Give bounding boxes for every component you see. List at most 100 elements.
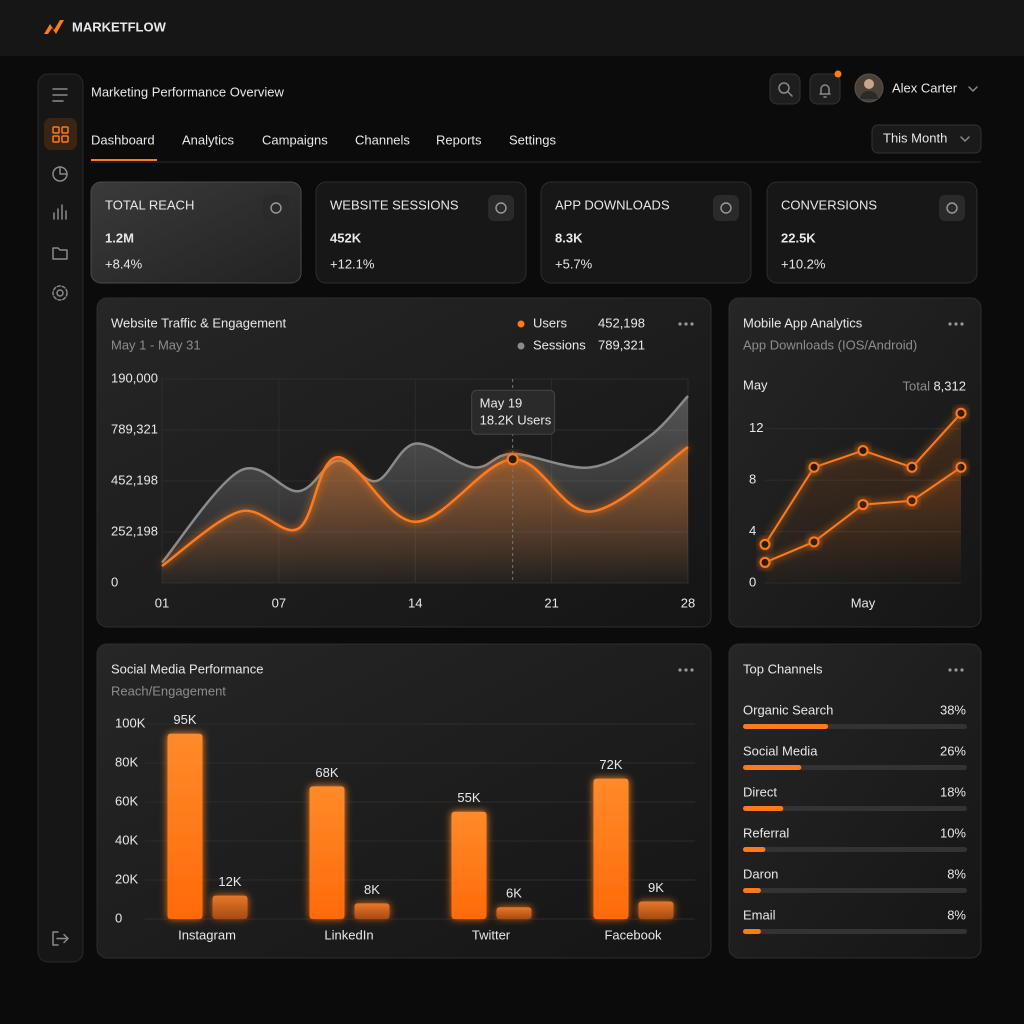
logo <box>44 20 64 34</box>
bar <box>743 847 766 852</box>
value-label: 18% <box>940 784 966 799</box>
legend-total: 789,321 <box>598 337 645 352</box>
legend-total: 452,198 <box>598 315 645 330</box>
y-tick-label: 40K <box>115 832 138 847</box>
sidebar <box>37 73 84 963</box>
traffic-menu[interactable] <box>678 322 694 326</box>
kpi-icon-glyph <box>946 202 958 214</box>
value-label: 10% <box>940 825 966 840</box>
menu-icon[interactable] <box>52 88 68 102</box>
settings-icon[interactable] <box>52 285 68 301</box>
kpi-value: 452K <box>330 230 362 245</box>
kpi-label: APP DOWNLOADS <box>555 197 670 212</box>
pie-icon[interactable] <box>52 166 68 182</box>
nav-tab[interactable]: Dashboard <box>91 132 155 147</box>
bell-icon[interactable] <box>819 84 831 98</box>
avatar-face <box>864 79 874 89</box>
kpi-icon-glyph <box>495 202 507 214</box>
notification-dot <box>834 70 842 78</box>
bar <box>309 786 345 919</box>
bar <box>638 901 674 919</box>
bar <box>743 765 802 770</box>
kpi-card <box>90 181 302 284</box>
x-tick-label: 01 <box>155 595 169 610</box>
value-label: 72K <box>599 757 622 772</box>
series-line <box>161 395 689 564</box>
kpi-icon-glyph <box>270 202 282 214</box>
x-tick-label: 21 <box>544 595 558 610</box>
value-label: 8K <box>364 882 380 897</box>
y-tick-label: 452,198 <box>111 472 158 487</box>
x-tick-label: Instagram <box>178 927 236 942</box>
value-label: 68K <box>315 765 338 780</box>
channel-name: Organic Search <box>743 702 833 717</box>
brand: MARKETFLOW <box>72 19 167 34</box>
search-button[interactable] <box>769 73 801 105</box>
value-label: 8% <box>947 866 966 881</box>
period-chevron[interactable] <box>960 136 970 142</box>
kpi-change: +12.1% <box>330 256 375 271</box>
value-label: 26% <box>940 743 966 758</box>
channel-name: Referral <box>743 825 789 840</box>
tooltip-title: May 19 <box>480 396 523 411</box>
bar <box>212 895 248 919</box>
total-value: 8,312 <box>933 378 966 393</box>
notifications-button[interactable] <box>809 73 841 105</box>
channel-name: Email <box>743 907 776 922</box>
series-area <box>162 447 688 583</box>
value-label: 38% <box>940 702 966 717</box>
kpi-label: CONVERSIONS <box>781 197 877 212</box>
x-tick-label: 28 <box>681 595 695 610</box>
stats-icon[interactable] <box>53 204 67 220</box>
data-point <box>808 461 820 473</box>
user-name[interactable]: Alex Carter <box>892 80 958 95</box>
tooltip <box>471 389 556 435</box>
chart-subtitle: App Downloads (IOS/Android) <box>743 337 917 352</box>
x-tick-label: LinkedIn <box>324 927 373 942</box>
x-tick-label: 07 <box>272 595 286 610</box>
logout-icon[interactable] <box>52 931 69 946</box>
period-select[interactable] <box>871 124 982 154</box>
y-tick-label: 0 <box>111 574 118 589</box>
folder-icon[interactable] <box>52 247 68 260</box>
channels-card <box>728 643 982 959</box>
dashboard-icon[interactable] <box>52 126 69 143</box>
chart-period: May <box>743 377 768 392</box>
kpi-card <box>540 181 752 284</box>
x-tick-label: Twitter <box>472 927 511 942</box>
nav-tab[interactable]: Settings <box>509 132 556 147</box>
y-tick-label: 60K <box>115 793 138 808</box>
progress-track <box>743 847 967 852</box>
nav-tab[interactable]: Channels <box>355 132 410 147</box>
bar <box>496 907 532 919</box>
nav-tab[interactable]: Analytics <box>182 132 235 147</box>
nav-tab[interactable]: Reports <box>436 132 482 147</box>
nav-active[interactable] <box>44 118 77 150</box>
y-tick-label: 190,000 <box>111 370 158 385</box>
chart-title: Mobile App Analytics <box>743 315 863 330</box>
y-tick-label: 100K <box>115 715 146 730</box>
kpi-change: +5.7% <box>555 256 593 271</box>
kpi-change: +8.4% <box>105 256 143 271</box>
chart-subtitle: May 1 - May 31 <box>111 337 201 352</box>
highlight-point <box>506 453 519 466</box>
kpi-icon <box>939 195 965 221</box>
search-icon[interactable] <box>778 82 793 97</box>
channel-name: Direct <box>743 784 777 799</box>
chart-title: Top Channels <box>743 661 823 676</box>
legend-label: Sessions <box>533 337 586 352</box>
bar <box>743 929 761 934</box>
data-point <box>759 538 771 550</box>
progress-track <box>743 888 967 893</box>
nav-tab[interactable]: Campaigns <box>262 132 328 147</box>
value-label: 6K <box>506 886 522 901</box>
kpi-label: WEBSITE SESSIONS <box>330 197 459 212</box>
chart-title: Website Traffic & Engagement <box>111 315 287 330</box>
channels-menu[interactable] <box>948 668 964 672</box>
data-point <box>906 461 918 473</box>
period-label[interactable]: This Month <box>883 130 947 145</box>
social-menu[interactable] <box>678 668 694 672</box>
bar <box>451 811 487 919</box>
user-menu-chevron[interactable] <box>968 86 978 92</box>
mobile-menu[interactable] <box>948 322 964 326</box>
